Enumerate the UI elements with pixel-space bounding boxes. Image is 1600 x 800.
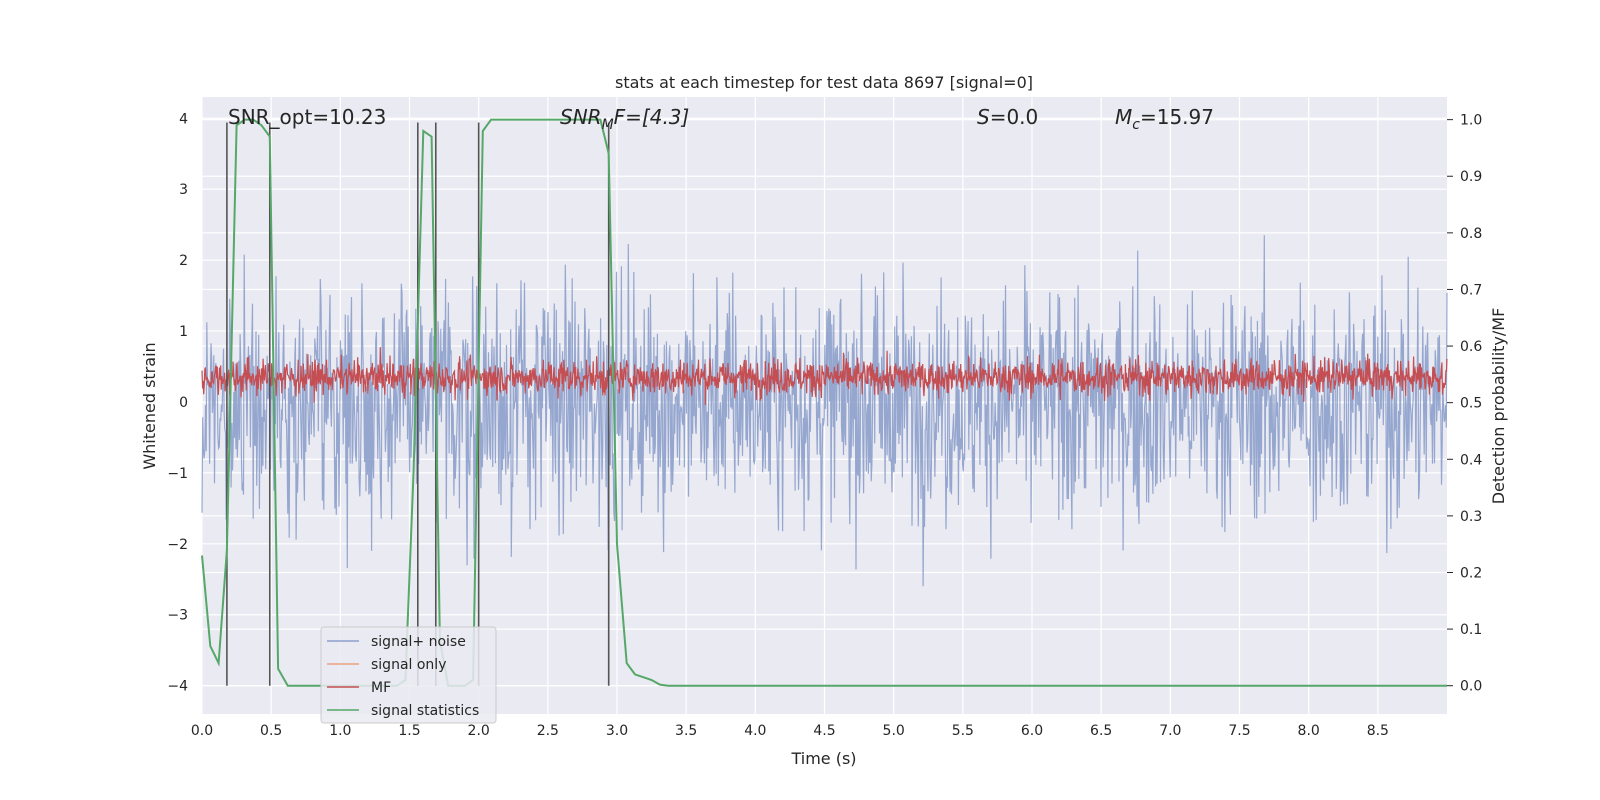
x-tick-label: 6.5: [1090, 723, 1112, 739]
y-tick-label-left: 3: [179, 182, 188, 198]
y-axis-label-right: Detection probability/MF: [1489, 308, 1508, 505]
y-tick-label-right: 0.8: [1460, 226, 1482, 242]
y-tick-label-left: −3: [167, 608, 188, 624]
annotation-snr-mf: SNRMF=[4.3]: [560, 105, 689, 133]
x-tick-label: 0.0: [191, 723, 213, 739]
y-tick-labels-right: 0.0 0.1 0.2 0.3 0.4 0.5 0.6 0.7 0.8 0.9 1.0: [1447, 113, 1482, 695]
y-tick-label-right: 0.7: [1460, 282, 1482, 298]
legend-label-signal-only: signal only: [371, 657, 446, 673]
legend-label-signal-statistics: signal statistics: [371, 703, 479, 719]
y-tick-label-left: −2: [167, 537, 188, 553]
x-tick-label: 5.0: [883, 723, 905, 739]
y-tick-label-right: 1.0: [1460, 113, 1482, 129]
annotation-s: S=0.0: [977, 105, 1038, 129]
x-tick-label: 1.0: [329, 723, 351, 739]
y-tick-label-right: 0.1: [1460, 622, 1482, 638]
annotation-mc: Mc=15.97: [1115, 105, 1214, 133]
legend: signal+ noise signal only MF signal stat…: [320, 626, 497, 724]
legend-box: [320, 626, 497, 724]
legend-label-signal-noise: signal+ noise: [371, 634, 466, 650]
x-tick-label: 3.5: [675, 723, 697, 739]
y-tick-label-right: 0.5: [1460, 396, 1482, 412]
x-tick-label: 3.0: [606, 723, 628, 739]
mf-series: [201, 347, 1448, 405]
y-tick-label-left: 0: [179, 395, 188, 411]
x-tick-label: 6.0: [1021, 723, 1043, 739]
legend-label-mf: MF: [371, 680, 391, 696]
y-tick-label-right: 0.0: [1460, 679, 1482, 695]
x-tick-label: 5.5: [952, 723, 974, 739]
y-tick-label-left: −1: [167, 466, 188, 482]
chart-title: stats at each timestep for test data 869…: [615, 73, 1033, 92]
y-tick-label-left: 2: [179, 253, 188, 269]
y-tick-labels-left: −4 −3 −2 −1 0 1 2 3 4: [167, 111, 188, 694]
x-tick-label: 4.0: [744, 723, 766, 739]
x-tick-label: 1.5: [398, 723, 420, 739]
annotation-snr-opt: SNR_opt=10.23: [228, 105, 386, 129]
x-tick-label: 7.0: [1159, 723, 1181, 739]
y-axis-label-left: Whitened strain: [140, 342, 159, 469]
x-tick-label: 4.5: [813, 723, 835, 739]
y-tick-label-right: 0.4: [1460, 452, 1482, 468]
mf-line: [201, 347, 1448, 405]
x-tick-label: 8.0: [1298, 723, 1320, 739]
x-axis-label: Time (s): [790, 749, 856, 768]
x-tick-label: 7.5: [1228, 723, 1250, 739]
y-tick-label-left: 1: [179, 324, 188, 340]
x-tick-label: 8.5: [1367, 723, 1389, 739]
x-tick-label: 2.5: [537, 723, 559, 739]
y-tick-label-left: 4: [179, 111, 188, 127]
y-tick-label-right: 0.3: [1460, 509, 1482, 525]
y-tick-label-right: 0.9: [1460, 169, 1482, 185]
y-tick-label-left: −4: [167, 679, 188, 695]
y-tick-label-right: 0.6: [1460, 339, 1482, 355]
x-tick-labels: 0.0 0.5 1.0 1.5 2.0 2.5 3.0 3.5 4.0 4.5 5.0 5.5 6.0 6…: [191, 723, 1389, 739]
x-tick-label: 0.5: [260, 723, 282, 739]
x-tick-label: 2.0: [468, 723, 490, 739]
y-tick-label-right: 0.2: [1460, 565, 1482, 581]
